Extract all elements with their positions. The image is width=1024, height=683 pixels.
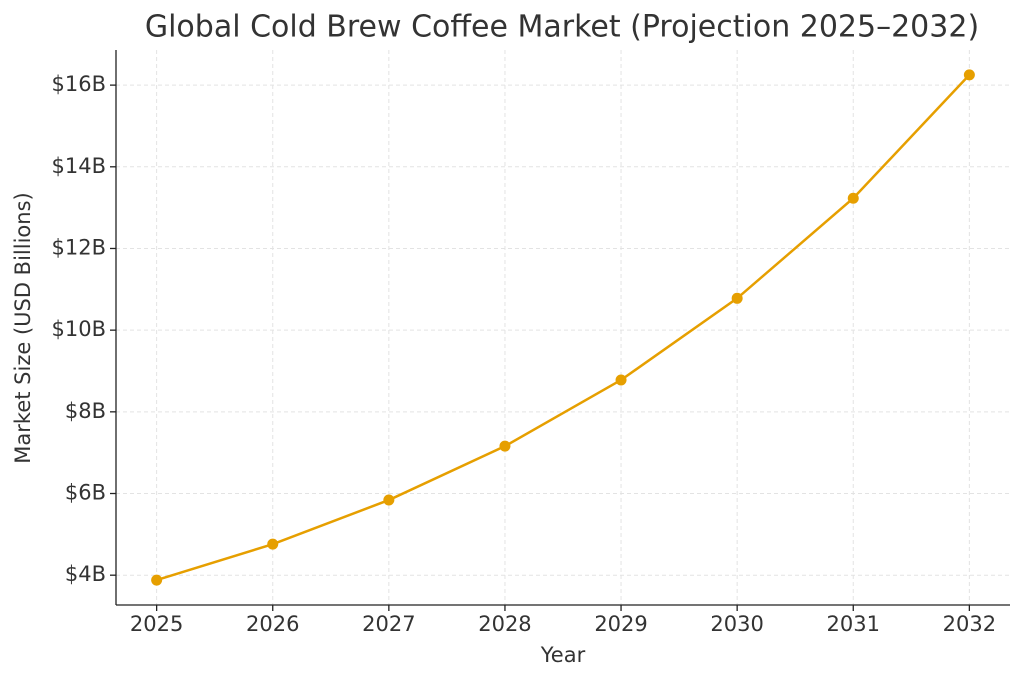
marker xyxy=(847,192,859,204)
x-tick-label: 2028 xyxy=(478,612,531,636)
x-tick-label: 2025 xyxy=(130,612,183,636)
marker xyxy=(963,69,975,81)
y-tick-label: $6B xyxy=(65,481,106,505)
y-tick-label: $14B xyxy=(52,154,107,178)
y-tick-label: $16B xyxy=(52,72,107,96)
x-tick-label: 2032 xyxy=(943,612,996,636)
x-tick-label: 2026 xyxy=(246,612,299,636)
marker xyxy=(615,374,627,386)
x-tick-label: 2031 xyxy=(827,612,880,636)
y-tick-label: $8B xyxy=(65,399,106,423)
y-axis-label: Market Size (USD Billions) xyxy=(11,192,35,463)
y-tick-label: $4B xyxy=(65,562,106,586)
x-tick-label: 2027 xyxy=(362,612,415,636)
line xyxy=(156,74,971,582)
x-axis-label: Year xyxy=(540,643,586,667)
x-tick-label: 2030 xyxy=(710,612,763,636)
marker xyxy=(151,574,163,586)
y-tick-label: $12B xyxy=(52,235,107,259)
chart-title: Global Cold Brew Coffee Market (Projecti… xyxy=(145,10,979,45)
y-tick-label: $10B xyxy=(52,317,107,341)
marker xyxy=(731,292,743,304)
marker xyxy=(499,440,511,452)
x-tick-label: 2029 xyxy=(594,612,647,636)
marker xyxy=(383,494,395,506)
marker xyxy=(267,538,279,550)
